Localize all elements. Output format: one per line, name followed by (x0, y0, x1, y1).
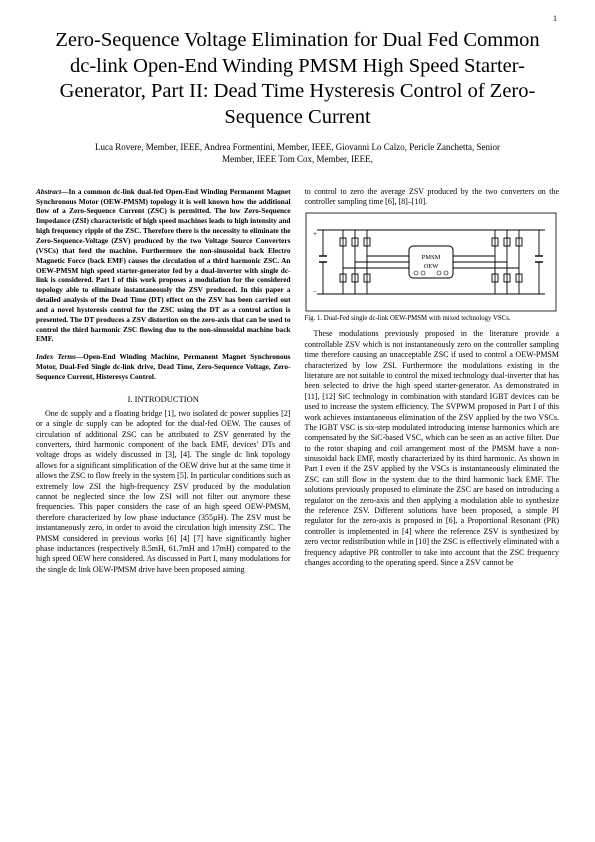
authors-line-2: Member, IEEE Tom Cox, Member, IEEE, (222, 154, 373, 164)
section-1-heading: I. INTRODUCTION (36, 394, 291, 405)
abstract-lead: Abstract— (36, 187, 68, 196)
figure-1-caption: Fig. 1. Dual-Fed single dc-link OEW-PMSM… (305, 315, 560, 324)
figure-1: + − (305, 212, 560, 324)
intro-paragraph-1: One dc supply and a floating bridge [1],… (36, 409, 291, 575)
index-terms: Index Terms—Open-End Winding Machine, Pe… (36, 352, 291, 382)
svg-text:OEW: OEW (423, 263, 439, 270)
left-column: Abstract—In a common dc-link dual-fed Op… (36, 187, 291, 575)
figure-1-svg: + − (305, 212, 557, 312)
svg-text:+: + (313, 230, 317, 238)
index-terms-lead: Index Terms— (36, 352, 83, 361)
col2-paragraph-2: These modulations previously proposed in… (305, 329, 560, 568)
right-column: to control to zero the average ZSV produ… (305, 187, 560, 575)
abstract-text: In a common dc-link dual-fed Open-End Wi… (36, 187, 291, 344)
authors-block: Luca Rovere, Member, IEEE, Andrea Formen… (36, 141, 559, 165)
svg-text:PMSM: PMSM (421, 254, 440, 261)
authors-line-1: Luca Rovere, Member, IEEE, Andrea Formen… (95, 142, 500, 152)
page-number: 1 (553, 14, 557, 23)
abstract: Abstract—In a common dc-link dual-fed Op… (36, 187, 291, 345)
col2-continuation: to control to zero the average ZSV produ… (305, 187, 560, 208)
svg-text:−: − (313, 288, 317, 296)
two-column-body: Abstract—In a common dc-link dual-fed Op… (36, 187, 559, 575)
section-1-number: I. INTRODUCTION (128, 394, 199, 404)
paper-title: Zero-Sequence Voltage Elimination for Du… (36, 28, 559, 131)
